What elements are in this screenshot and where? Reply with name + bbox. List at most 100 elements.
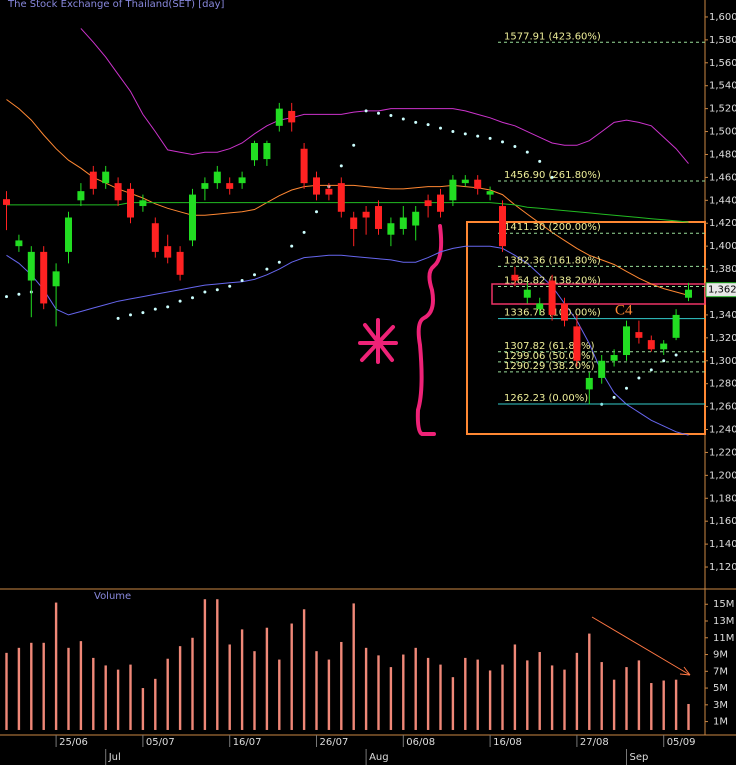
volume-bar xyxy=(79,641,83,730)
sar-dot xyxy=(116,316,120,320)
fib-label: 1299.06 (50.00%) xyxy=(504,351,595,362)
candle-body xyxy=(65,217,72,252)
y-tick-label: 1,560 xyxy=(709,58,736,69)
volume-trend-arrow xyxy=(591,616,691,676)
fib-label: 1262.23 (0.00%) xyxy=(504,393,588,404)
sar-dot xyxy=(290,244,294,248)
volume-bar xyxy=(5,652,8,730)
candle-body xyxy=(89,171,97,189)
last-price-label: 1,362.0 xyxy=(708,285,736,296)
hand-drawing xyxy=(358,224,444,436)
sar-dot xyxy=(315,210,318,214)
candle-body xyxy=(672,314,680,338)
sar-dot xyxy=(203,290,207,294)
volume-bar xyxy=(228,644,231,730)
volume-bar xyxy=(402,654,405,730)
candle-body xyxy=(213,171,221,184)
candle-body xyxy=(598,360,606,378)
volume-bar xyxy=(625,667,628,730)
sar-dot xyxy=(625,386,628,390)
candle-body xyxy=(189,194,196,241)
y-tick-label: 1,240 xyxy=(709,425,736,436)
sar-dot xyxy=(302,230,306,234)
volume-bar xyxy=(315,651,318,730)
x-tick-label: 16/08 xyxy=(493,737,522,748)
sar-dot xyxy=(476,134,480,138)
y-tick-label: 1,520 xyxy=(709,104,736,115)
sar-dot xyxy=(389,114,393,118)
candle-body xyxy=(151,223,159,252)
y-tick-label: 1,260 xyxy=(709,402,736,413)
sar-dot xyxy=(141,311,145,315)
y-tick-label: 1,460 xyxy=(709,172,736,183)
sar-dot xyxy=(401,117,405,121)
volume-bar xyxy=(327,659,331,730)
sar-dot xyxy=(612,395,616,399)
volume-bar xyxy=(563,669,566,730)
y-tick-label: 1,540 xyxy=(709,81,736,92)
sar-dot xyxy=(191,296,194,300)
sar-dot xyxy=(240,279,244,283)
sar-dot xyxy=(463,132,467,136)
candle-body xyxy=(573,326,581,361)
y-tick-label: 3M xyxy=(713,700,728,711)
candle-body xyxy=(114,183,122,201)
candle-body xyxy=(263,143,271,160)
annotation: C4 xyxy=(615,302,633,318)
candle-body xyxy=(635,332,643,338)
y-tick-label: 1,120 xyxy=(709,562,736,573)
y-tick-label: 1,400 xyxy=(709,241,736,252)
candle-body xyxy=(40,251,48,304)
x-tick-label: 16/07 xyxy=(233,737,262,748)
last-price-tag xyxy=(705,282,736,298)
sar-dot xyxy=(352,143,356,147)
sar-dot xyxy=(488,136,492,140)
candle-body xyxy=(251,143,258,161)
candle-body xyxy=(561,303,568,321)
volume-bar xyxy=(513,644,517,730)
candle-body xyxy=(486,191,494,195)
candle-body xyxy=(325,188,333,195)
volume-bar xyxy=(278,659,281,730)
y-tick-label: 1,580 xyxy=(709,35,736,46)
y-tick-label: 9M xyxy=(713,650,728,661)
y-tick-label: 1M xyxy=(713,717,728,728)
sar-dot xyxy=(525,150,529,154)
fib-label: 1290.29 (38.20%) xyxy=(504,361,595,372)
volume-bar xyxy=(54,602,58,730)
sar-dot xyxy=(674,353,678,357)
highlight-box xyxy=(466,221,706,435)
y-tick-label: 7M xyxy=(713,666,728,677)
candle-body xyxy=(313,177,320,195)
candle-body xyxy=(350,217,358,229)
candle-body xyxy=(623,326,630,356)
candle-body xyxy=(139,200,147,207)
sar-dot xyxy=(153,307,157,311)
volume-bar xyxy=(501,664,504,730)
y-tick-label: 1,160 xyxy=(709,516,736,527)
volume-bar xyxy=(674,679,678,730)
candle-body xyxy=(449,179,457,201)
candle-body xyxy=(226,183,234,189)
volume-bar xyxy=(364,647,368,730)
asterisk xyxy=(358,318,398,364)
sar-dot xyxy=(178,299,182,303)
volume-bar xyxy=(253,651,256,730)
candle-body xyxy=(536,303,544,310)
fib-label: 1382.36 (161.80%) xyxy=(504,255,601,266)
y-tick-label: 5M xyxy=(713,683,728,694)
y-tick-label: 1,300 xyxy=(709,356,736,367)
y-tick-label: 1,200 xyxy=(709,470,736,481)
volume-bar xyxy=(290,623,293,730)
candle-body xyxy=(288,110,296,123)
fib-label: 1307.82 (61.80%) xyxy=(504,341,595,352)
sar-dot xyxy=(426,123,430,127)
candle-body xyxy=(176,251,184,275)
candle-body xyxy=(52,271,60,287)
volume-bar xyxy=(216,599,219,730)
candle-body xyxy=(164,246,172,258)
candle-body xyxy=(300,148,308,184)
candle-body xyxy=(412,211,420,226)
